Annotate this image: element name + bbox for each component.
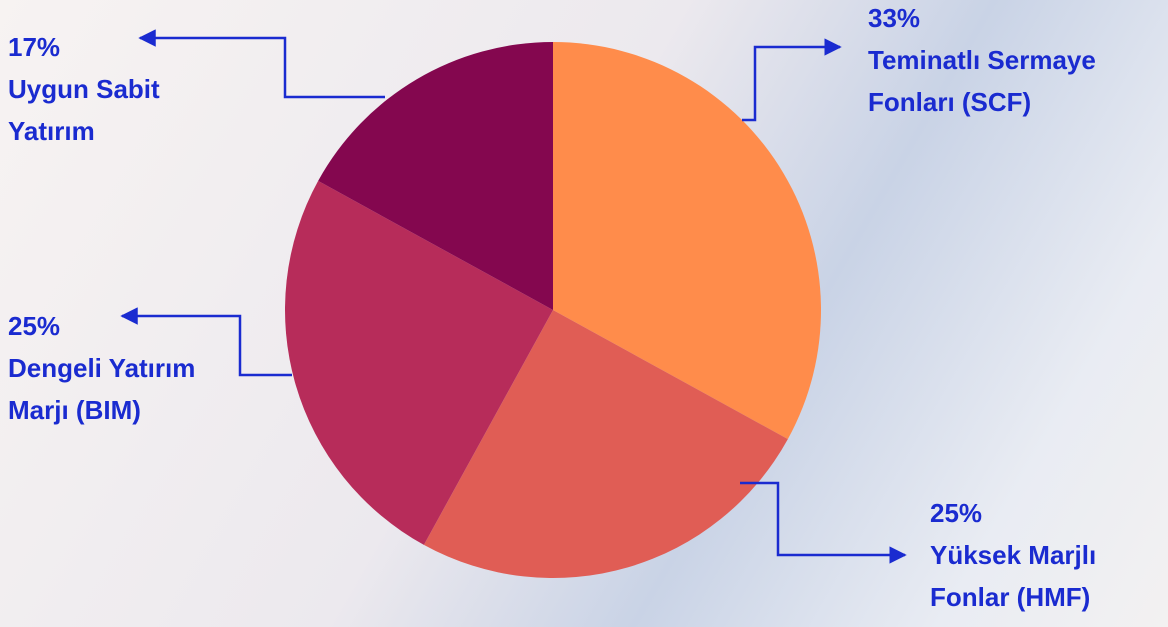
leader-line xyxy=(740,481,907,564)
leader-lines xyxy=(120,29,907,564)
leader-line xyxy=(138,29,385,99)
pie-slice xyxy=(318,42,553,310)
category-label: Uygun Sabit Yatırım xyxy=(8,74,160,146)
slices xyxy=(284,42,821,578)
value-label: 33% xyxy=(868,3,921,33)
value-label: 25% xyxy=(930,498,983,528)
slice-label: 33% Teminatlı Sermaye Fonları (SCF) xyxy=(868,0,1163,123)
leader-line xyxy=(120,307,292,377)
slice-label: 17% Uygun Sabit Yatırım xyxy=(8,26,223,152)
leader-line xyxy=(742,38,842,122)
category-label: Dengeli Yatırım Marjı (BIM) xyxy=(8,353,196,425)
pie-slice xyxy=(423,310,788,578)
pie-slice xyxy=(553,42,821,440)
slice-label: 25% Yüksek Marjlı Fonlar (HMF) xyxy=(930,492,1165,618)
slice-label: 25% Dengeli Yatırım Marjı (BIM) xyxy=(8,305,238,431)
category-label: Teminatlı Sermaye Fonları (SCF) xyxy=(868,45,1096,117)
value-label: 25% xyxy=(8,311,61,341)
pie-slice xyxy=(284,180,553,545)
value-label: 17% xyxy=(8,32,61,62)
category-label: Yüksek Marjlı Fonlar (HMF) xyxy=(930,540,1097,612)
